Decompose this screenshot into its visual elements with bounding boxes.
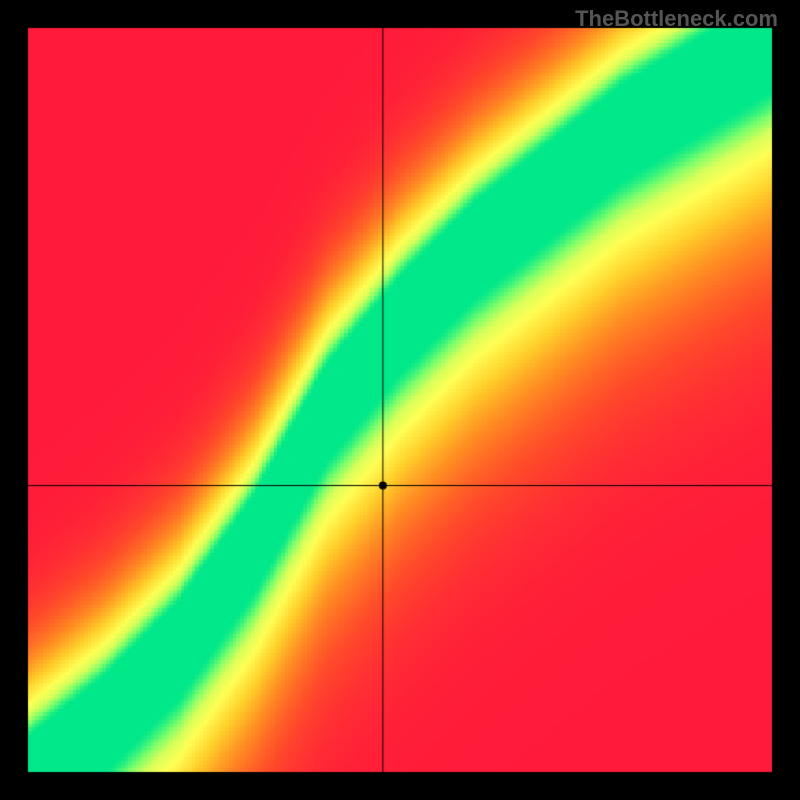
bottleneck-heatmap bbox=[0, 0, 800, 800]
